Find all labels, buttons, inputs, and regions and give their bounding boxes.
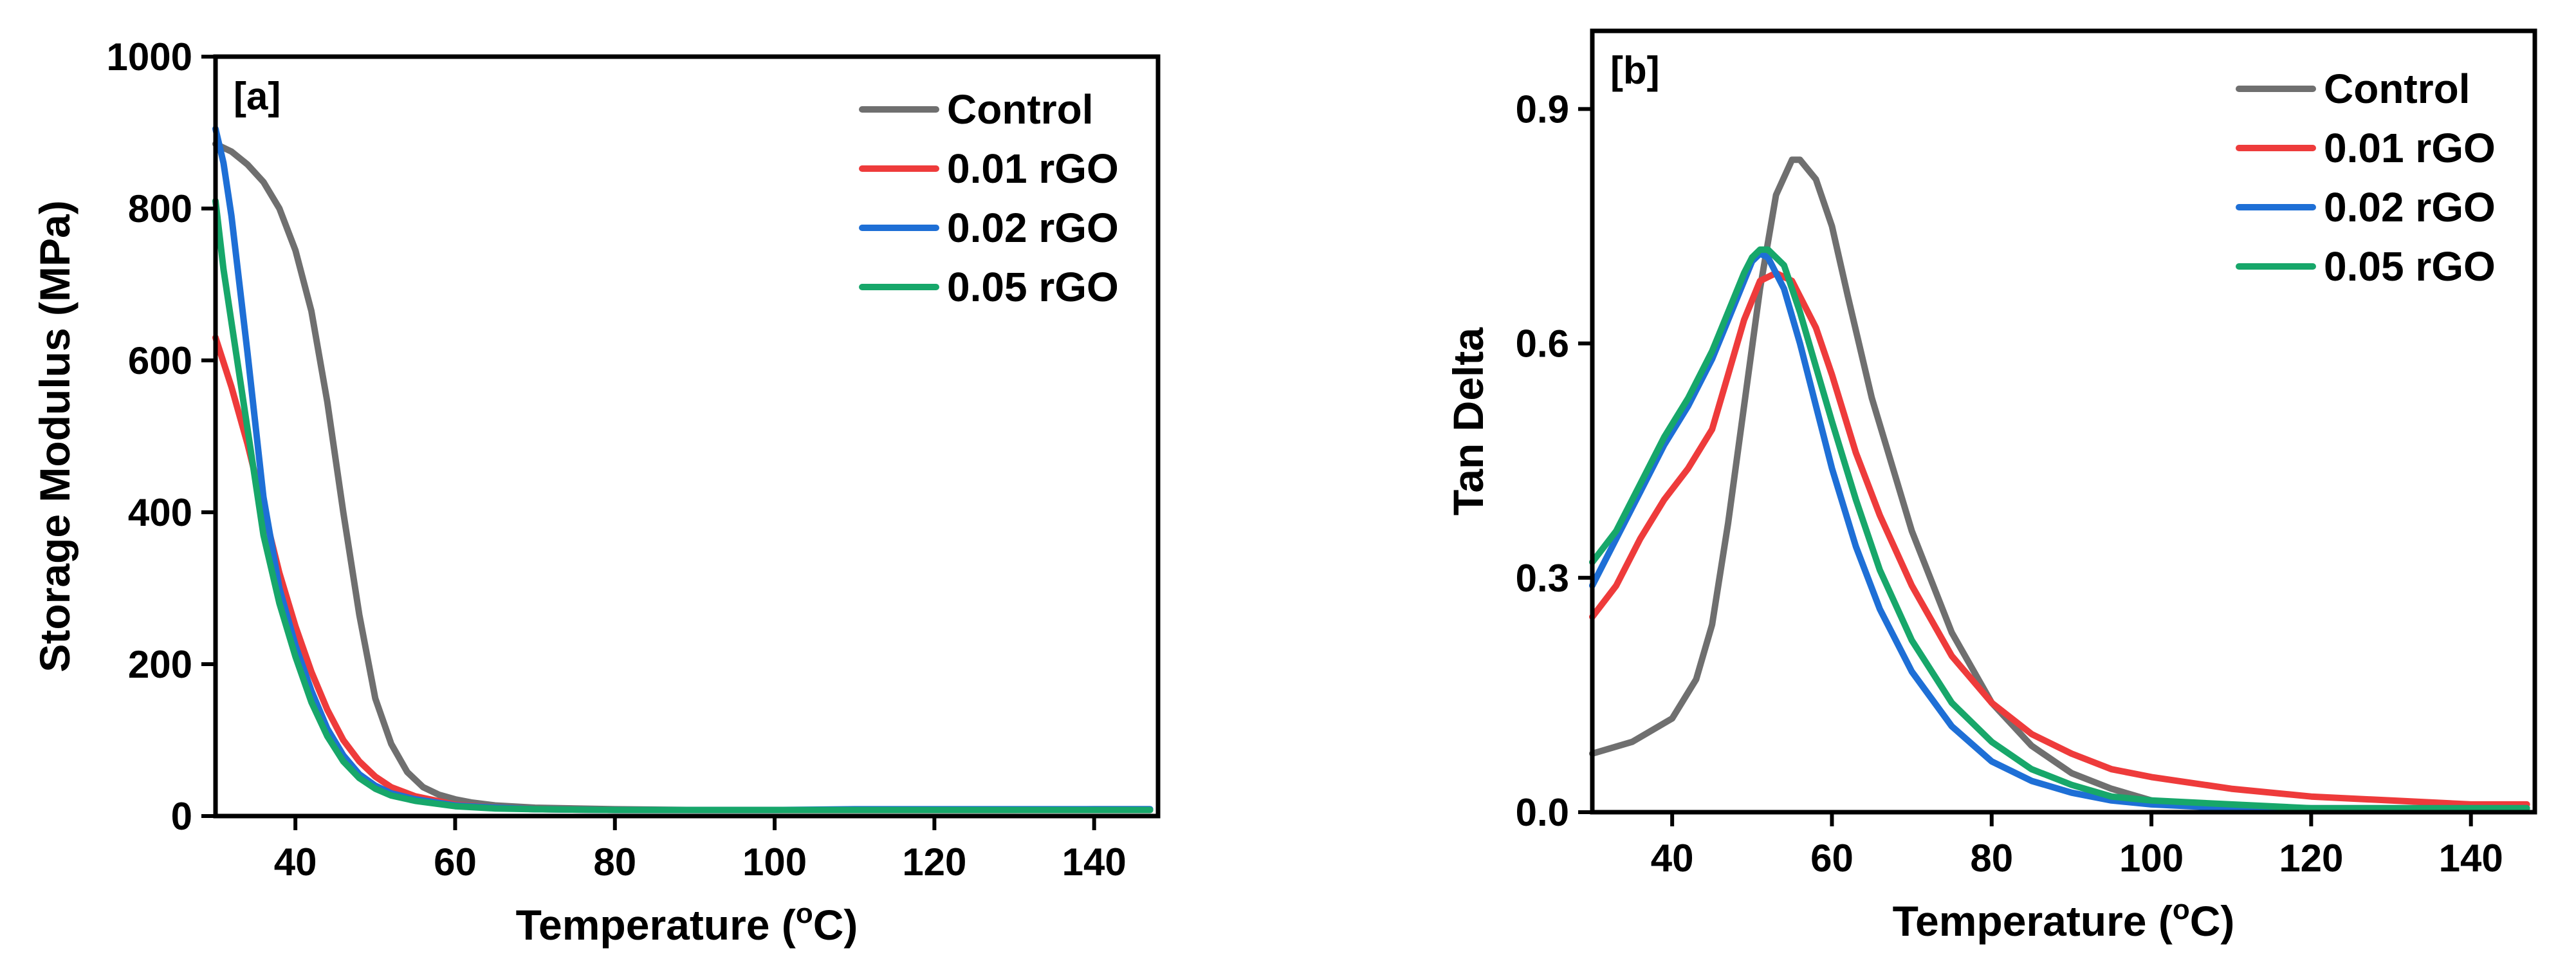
x-tick-label: 40 (1651, 837, 1694, 880)
plot-frame (1590, 28, 2537, 815)
panel-label: [a] (234, 75, 281, 118)
series-line-0-01-rgo (1589, 270, 2530, 808)
legend-entry-label: 0.01 rGO (2324, 125, 2496, 171)
y-axis-title: Tan Delta (1444, 327, 1492, 516)
x-axis-title-main: Temperature ( (516, 901, 796, 949)
y-tick-label: 0.6 (1516, 322, 1569, 366)
legend: Control 0.01 rGO 0.02 rGO 0.05 rGO (2236, 66, 2496, 290)
panel-label: [b] (1610, 49, 1660, 92)
legend-entry-label: Control (947, 86, 1094, 133)
y-axis-title: Storage Modulus (MPa) (31, 200, 78, 672)
x-axis-title-main: Temperature ( (1893, 897, 2173, 945)
x-axis-title-superscript: o (796, 898, 813, 929)
x-tick-label: 140 (1062, 841, 1127, 884)
y-tick-label: 600 (128, 339, 192, 382)
series-line-0-05-rgo (212, 198, 1154, 813)
x-tick-label: 80 (593, 841, 636, 884)
plot-frame (213, 54, 1161, 819)
chart-panel-a: 40 60 80 100 120 140 0 200 400 600 800 1000 Temperat… (31, 35, 1161, 949)
chart-panel-b: 40 60 80 100 120 140 0.0 0.3 0.6 0.9 Temperature (… (1444, 28, 2537, 945)
legend-entry-label: 0.01 rGO (947, 145, 1119, 192)
x-tick-label: 120 (2279, 837, 2343, 880)
x-axis-title-suffix: C) (2190, 897, 2235, 945)
y-tick-label: 800 (128, 187, 192, 230)
legend-entry-label: 0.02 rGO (2324, 184, 2496, 230)
y-tick-label: 200 (128, 643, 192, 686)
x-tick-label: 80 (1970, 837, 2013, 880)
x-axis-title: Temperature (oC) (516, 898, 858, 949)
x-axis-title-superscript: o (2173, 894, 2190, 925)
y-tick-label: 1000 (107, 35, 192, 79)
x-axis-title-suffix: C) (813, 901, 858, 949)
y-tick-label: 0.0 (1516, 791, 1569, 834)
series-line-0-05-rgo (1589, 246, 2530, 812)
legend-entry-label: 0.05 rGO (947, 264, 1119, 310)
x-tick-label: 40 (274, 841, 317, 884)
x-tick-label: 60 (1810, 837, 1854, 880)
x-tick-label: 100 (2119, 837, 2184, 880)
y-tick-label: 0.3 (1516, 557, 1569, 600)
series-line-0-02-rgo (1589, 250, 2530, 812)
legend-entry-label: 0.02 rGO (947, 205, 1119, 251)
x-tick-label: 140 (2439, 837, 2503, 880)
legend-entry-label: 0.05 rGO (2324, 243, 2496, 290)
x-tick-label: 100 (742, 841, 807, 884)
legend-entry-label: Control (2324, 66, 2470, 112)
y-tick-label: 0.9 (1516, 88, 1569, 131)
y-tick-label: 0 (171, 795, 192, 838)
x-tick-label: 60 (434, 841, 477, 884)
y-tick-label: 400 (128, 491, 192, 534)
x-tick-label: 120 (902, 841, 966, 884)
legend: Control 0.01 rGO 0.02 rGO 0.05 rGO (859, 86, 1119, 310)
x-axis-title: Temperature (oC) (1893, 894, 2235, 945)
